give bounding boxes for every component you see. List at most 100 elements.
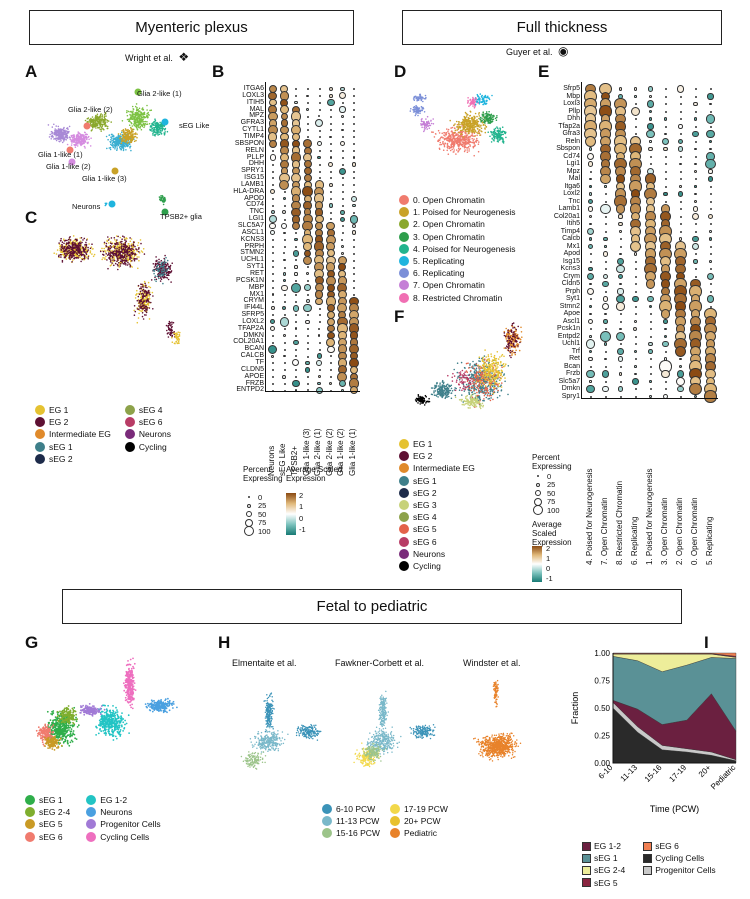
- dot: [292, 250, 300, 257]
- pct-legend-value: 0: [258, 492, 263, 502]
- dot: [663, 146, 668, 152]
- cluster-restricted-8: [466, 96, 479, 109]
- dot: [604, 395, 607, 398]
- dot: [679, 178, 682, 181]
- gene-label: Apoe: [563, 310, 580, 317]
- legend-label: 0. Open Chromatin: [413, 195, 485, 206]
- dot: [341, 122, 344, 125]
- dot: [709, 102, 712, 106]
- dot: [604, 380, 607, 383]
- dot: [295, 280, 298, 283]
- dot: [589, 395, 592, 398]
- gene-label: Reln: [565, 137, 580, 145]
- dot: [705, 158, 716, 170]
- dot: [272, 259, 275, 262]
- dot: [647, 123, 654, 130]
- dot: [351, 230, 357, 236]
- dot: [649, 380, 652, 383]
- dot: [341, 177, 344, 180]
- dot: [350, 195, 358, 202]
- cluster-eg1-e-points: [171, 331, 181, 345]
- panel-letter-h: H: [218, 633, 231, 652]
- dot: [295, 335, 298, 337]
- dot: [604, 223, 607, 226]
- dot: [328, 86, 333, 92]
- cluster-neurons-points: [104, 202, 108, 207]
- legend-item: sEG 2-4: [582, 864, 625, 876]
- cluster-eg2-e-points: [165, 320, 176, 338]
- panel-f-colorbar: [532, 546, 542, 582]
- dot: [603, 319, 608, 324]
- legend-item: sEG 5: [399, 523, 475, 535]
- chart-axes: [612, 653, 736, 764]
- dot: [694, 88, 697, 91]
- cluster-label: 6. Replicating: [629, 516, 639, 565]
- dot: [617, 288, 624, 295]
- legend-swatch: [399, 207, 409, 218]
- dot: [645, 279, 656, 289]
- citation-wright-text: Wright et al.: [125, 53, 173, 63]
- dot: [634, 268, 637, 271]
- dot: [306, 293, 309, 296]
- dot: [649, 313, 652, 316]
- legend-swatch: [86, 807, 97, 818]
- gene-label: Uchl1: [562, 340, 580, 347]
- gene-label: Spry1: [561, 392, 580, 400]
- dot: [294, 272, 298, 276]
- legend-label: 1. Poised for Neurogenesis: [413, 207, 516, 218]
- gene-label: Lgi1: [566, 160, 580, 167]
- legend-label: 5. Replicating: [413, 256, 465, 267]
- legend-swatch: [643, 841, 653, 851]
- panel-letter-d: D: [394, 62, 407, 81]
- legend-swatch: [25, 795, 35, 806]
- dot: [272, 314, 275, 317]
- dot: [707, 93, 714, 100]
- dot: [283, 362, 286, 365]
- dot: [586, 287, 595, 296]
- dot: [272, 204, 275, 207]
- dot: [353, 245, 356, 248]
- legend-item: 2. Open Chromatin: [399, 218, 516, 230]
- dot: [339, 141, 345, 147]
- panel-a-label-neurons: Neurons: [72, 202, 101, 211]
- dot: [318, 115, 321, 118]
- dot: [709, 268, 712, 271]
- h3-pediatric: [492, 679, 499, 708]
- dot: [679, 215, 682, 218]
- dot: [706, 272, 715, 281]
- dot: [619, 252, 622, 256]
- legend-label: sEG 6: [39, 831, 63, 842]
- dot: [664, 132, 667, 136]
- dot: [679, 95, 682, 98]
- cluster-open-3: [479, 110, 498, 125]
- dot: [634, 313, 637, 316]
- dot: [693, 259, 698, 264]
- dot: [283, 369, 286, 372]
- legend-label: 8. Restricted Chromatin: [413, 292, 503, 303]
- dot: [649, 155, 652, 158]
- cluster-cycling: [122, 657, 137, 710]
- dot: [306, 129, 309, 132]
- legend-item: sEG 1: [35, 441, 111, 453]
- dot: [330, 170, 333, 173]
- dot: [648, 109, 653, 114]
- legend-swatch: [399, 487, 409, 498]
- dot: [271, 197, 274, 200]
- dot: [634, 260, 637, 263]
- dot: [694, 110, 697, 113]
- legend-swatch: [86, 831, 97, 842]
- dot: [664, 110, 667, 113]
- dot: [589, 185, 592, 188]
- dot: [618, 221, 623, 227]
- gene-label: Pllp: [568, 107, 580, 115]
- dot: [630, 106, 641, 117]
- dot: [706, 295, 715, 303]
- gene-label: KCNS3: [240, 235, 264, 243]
- gene-label: BCAN: [244, 345, 264, 353]
- dot: [694, 147, 697, 151]
- dot: [282, 210, 287, 215]
- gene-label: ITIH5: [246, 98, 264, 106]
- dot: [353, 273, 356, 276]
- dot: [340, 86, 345, 92]
- dot: [604, 193, 607, 196]
